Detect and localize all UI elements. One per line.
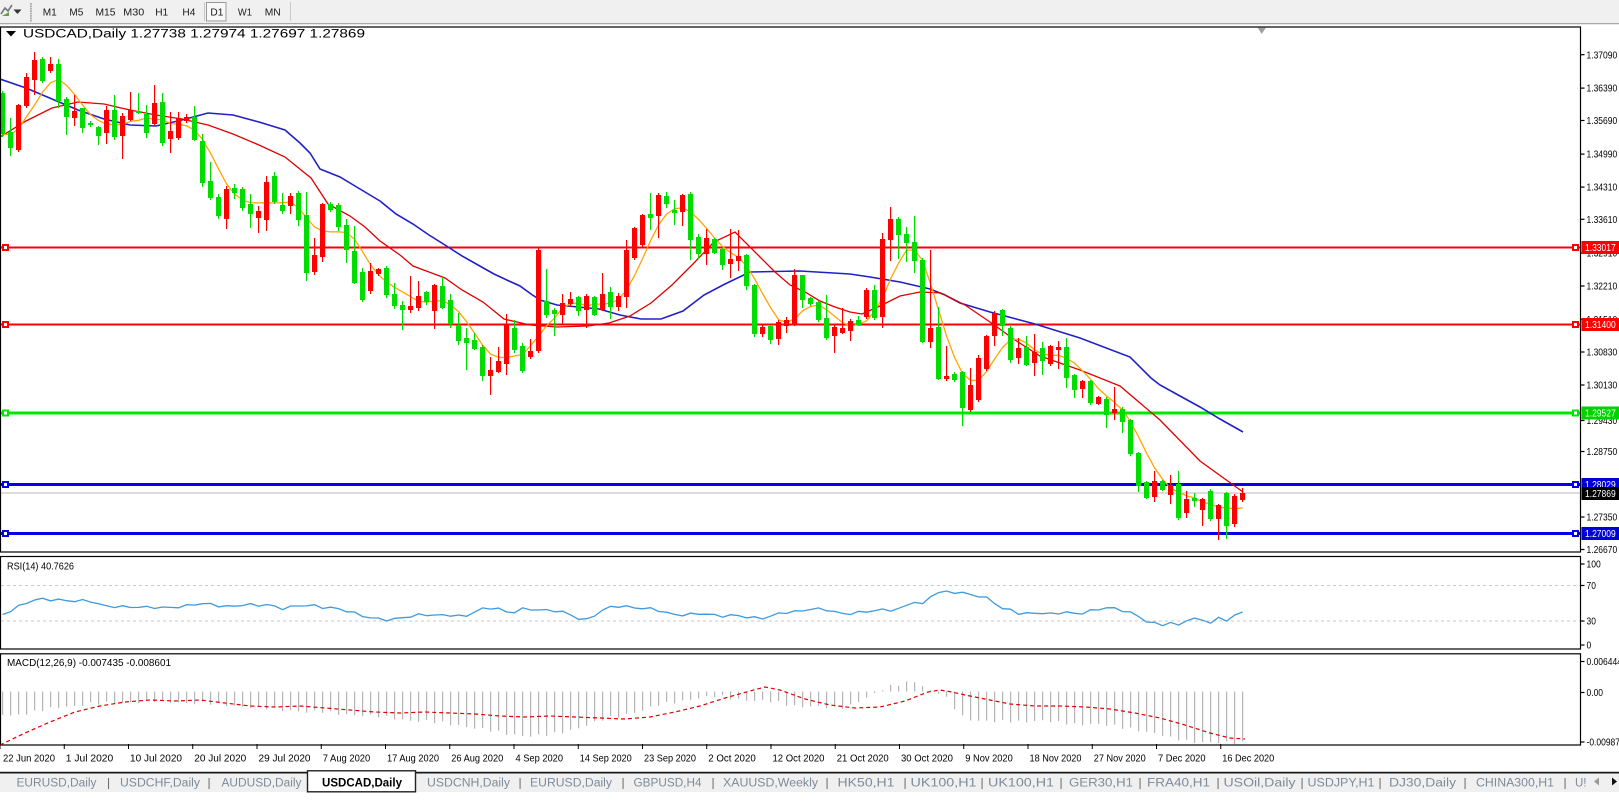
svg-text:-0.00987: -0.00987 [1587, 737, 1619, 749]
svg-text:M15: M15 [96, 7, 116, 19]
svg-text:MN: MN [265, 7, 281, 19]
svg-text:2 Oct 2020: 2 Oct 2020 [708, 753, 756, 765]
svg-text:FRA40,H1: FRA40,H1 [1147, 778, 1210, 790]
svg-text:|: | [903, 776, 906, 790]
svg-text:XAUUSD,Weekly: XAUUSD,Weekly [723, 778, 818, 790]
svg-text:21 Oct 2020: 21 Oct 2020 [837, 753, 889, 765]
svg-text:|: | [1138, 776, 1141, 790]
svg-text:1.31400: 1.31400 [1585, 319, 1616, 331]
svg-text:|: | [1378, 776, 1381, 790]
svg-text:4 Sep 2020: 4 Sep 2020 [516, 753, 564, 765]
svg-text:1 Jul 2020: 1 Jul 2020 [66, 753, 114, 765]
svg-text:|: | [980, 776, 983, 790]
svg-text:RSI(14) 40.7626: RSI(14) 40.7626 [7, 561, 74, 573]
svg-text:|: | [1300, 776, 1303, 790]
svg-text:GER30,H1: GER30,H1 [1069, 778, 1133, 790]
svg-text:22 Jun 2020: 22 Jun 2020 [3, 753, 55, 765]
svg-text:|: | [1463, 776, 1466, 790]
svg-text:D1: D1 [210, 7, 223, 19]
svg-text:1.29527: 1.29527 [1585, 408, 1616, 420]
svg-text:|: | [711, 776, 714, 790]
svg-text:0.00: 0.00 [1587, 687, 1604, 699]
svg-text:9 Nov 2020: 9 Nov 2020 [965, 753, 1013, 765]
svg-text:27 Nov 2020: 27 Nov 2020 [1094, 753, 1146, 765]
svg-text:|: | [621, 776, 624, 790]
svg-text:30: 30 [1587, 616, 1597, 628]
svg-text:1.28750: 1.28750 [1587, 446, 1618, 458]
svg-text:USDCAD,Daily 1.27738 1.27974: USDCAD,Daily 1.27738 1.27974 1.27697 1.2… [23, 29, 365, 41]
svg-text:DJ30,Daily: DJ30,Daily [1389, 778, 1456, 790]
svg-text:30 Oct 2020: 30 Oct 2020 [901, 753, 953, 765]
svg-text:1.34310: 1.34310 [1587, 182, 1618, 194]
svg-text:1.35690: 1.35690 [1587, 115, 1618, 127]
svg-text:GBPUSD,H4: GBPUSD,H4 [634, 778, 703, 790]
svg-text:|: | [207, 776, 210, 790]
svg-text:H4: H4 [182, 7, 195, 19]
svg-text:1.30130: 1.30130 [1587, 380, 1618, 392]
svg-text:USOil,Daily: USOil,Daily [1224, 778, 1296, 790]
svg-text:1.36390: 1.36390 [1587, 83, 1618, 95]
svg-text:1.32210: 1.32210 [1587, 281, 1618, 293]
svg-text:UK100,H1: UK100,H1 [988, 778, 1054, 790]
svg-text:16 Dec 2020: 16 Dec 2020 [1222, 753, 1274, 765]
svg-text:0: 0 [1587, 640, 1592, 652]
svg-text:|: | [825, 776, 828, 790]
svg-text:1.27009: 1.27009 [1585, 528, 1616, 540]
svg-text:20 Jul 2020: 20 Jul 2020 [194, 753, 246, 765]
svg-text:|: | [1563, 776, 1566, 790]
svg-text:1.26670: 1.26670 [1587, 544, 1618, 556]
svg-text:|: | [1216, 776, 1219, 790]
svg-text:1.33610: 1.33610 [1587, 214, 1618, 226]
svg-text:EURUSD,Daily: EURUSD,Daily [17, 778, 97, 790]
svg-text:29 Jul 2020: 29 Jul 2020 [259, 753, 311, 765]
svg-text:|: | [1059, 776, 1062, 790]
svg-text:|: | [107, 776, 110, 790]
svg-text:10 Jul 2020: 10 Jul 2020 [130, 753, 182, 765]
svg-text:AUDUSD,Daily: AUDUSD,Daily [222, 778, 302, 790]
svg-text:100: 100 [1587, 559, 1601, 571]
svg-text:12 Oct 2020: 12 Oct 2020 [773, 753, 825, 765]
svg-text:1.30830: 1.30830 [1587, 347, 1618, 359]
svg-text:W1: W1 [238, 7, 252, 19]
svg-text:7 Dec 2020: 7 Dec 2020 [1158, 753, 1206, 765]
svg-text:MACD(12,26,9) -0.007435 -0.008: MACD(12,26,9) -0.007435 -0.008601 [7, 657, 171, 669]
svg-text:USDCAD,Daily: USDCAD,Daily [322, 776, 402, 790]
svg-text:M1: M1 [43, 7, 57, 19]
svg-text:CHINA300,H1: CHINA300,H1 [1476, 778, 1554, 790]
svg-text:26 Aug 2020: 26 Aug 2020 [451, 753, 503, 765]
svg-text:M30: M30 [123, 7, 144, 19]
svg-text:0.006444: 0.006444 [1587, 656, 1619, 668]
svg-text:18 Nov 2020: 18 Nov 2020 [1030, 753, 1082, 765]
svg-text:1.33017: 1.33017 [1585, 242, 1616, 254]
svg-text:70: 70 [1587, 580, 1597, 592]
svg-text:1.34990: 1.34990 [1587, 149, 1618, 161]
svg-text:1.27869: 1.27869 [1585, 488, 1616, 500]
svg-text:HK50,H1: HK50,H1 [838, 778, 895, 790]
svg-text:1.37090: 1.37090 [1587, 49, 1618, 61]
svg-text:UK100,H1: UK100,H1 [911, 778, 977, 790]
svg-text:USDJPY,H1: USDJPY,H1 [1308, 778, 1375, 790]
svg-text:14 Sep 2020: 14 Sep 2020 [580, 753, 632, 765]
svg-text:|: | [518, 776, 521, 790]
svg-text:M5: M5 [69, 7, 83, 19]
svg-text:7 Aug 2020: 7 Aug 2020 [323, 753, 371, 765]
svg-text:H1: H1 [155, 7, 168, 19]
svg-text:USDCHF,Daily: USDCHF,Daily [120, 778, 200, 790]
svg-text:EURUSD,Daily: EURUSD,Daily [530, 778, 612, 790]
svg-text:USDCNH,Daily: USDCNH,Daily [427, 778, 510, 790]
svg-text:17 Aug 2020: 17 Aug 2020 [387, 753, 439, 765]
svg-text:1.27350: 1.27350 [1587, 512, 1618, 524]
svg-text:23 Sep 2020: 23 Sep 2020 [644, 753, 696, 765]
svg-text:U!: U! [1575, 778, 1587, 790]
